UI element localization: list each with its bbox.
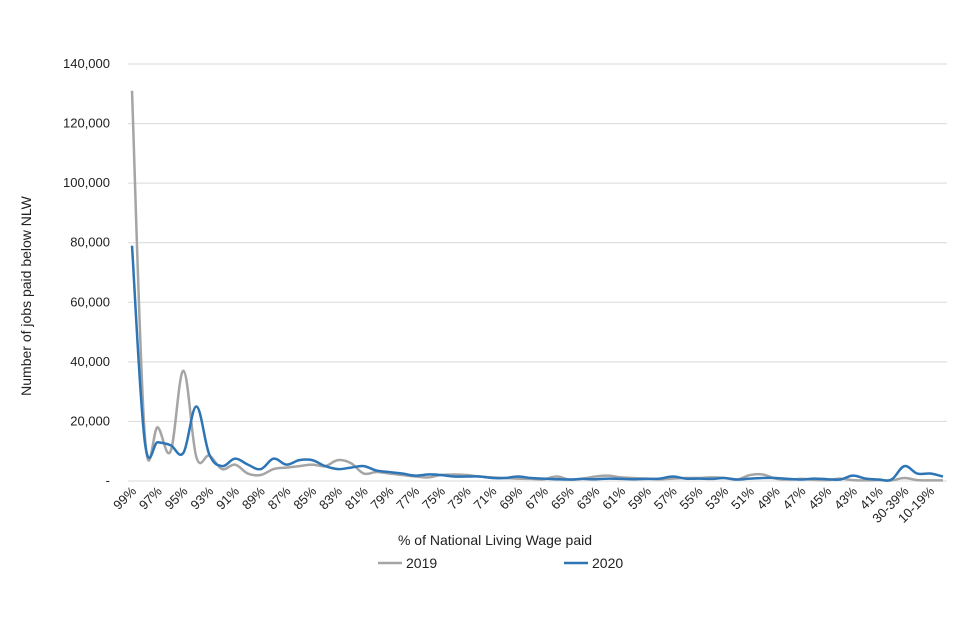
series-line-2020 (130, 245, 944, 482)
x-tick-label: 57% (651, 483, 680, 512)
x-tick-label: 73% (445, 483, 474, 512)
x-tick-label: 43% (831, 483, 860, 512)
x-tick-label: 91% (213, 483, 242, 512)
x-tick-label: 79% (368, 483, 397, 512)
x-tick-label: 89% (239, 483, 268, 512)
x-axis-title: % of National Living Wage paid (398, 532, 592, 548)
series-lines (130, 90, 944, 482)
y-tick-label: 40,000 (70, 354, 110, 369)
x-tick-label: 63% (574, 483, 603, 512)
y-tick-label: 20,000 (70, 413, 110, 428)
x-tick-label: 69% (496, 483, 525, 512)
x-tick-label: 59% (625, 483, 654, 512)
y-tick-label: 140,000 (63, 56, 110, 71)
x-tick-label: 61% (599, 483, 628, 512)
x-tick-label: 77% (393, 483, 422, 512)
x-tick-label: 55% (677, 483, 706, 512)
x-tick-label: 93% (187, 483, 216, 512)
x-tick-label: 85% (290, 483, 319, 512)
y-tick-label: 80,000 (70, 235, 110, 250)
x-tick-label: 99% (110, 483, 139, 512)
x-axis-ticks: 99%97%95%93%91%89%87%85%83%81%79%77%75%7… (110, 483, 937, 526)
x-tick-label: 45% (805, 483, 834, 512)
series-line-2019 (130, 90, 944, 482)
legend-label-2019: 2019 (406, 555, 437, 571)
x-tick-label: 75% (419, 483, 448, 512)
gridlines (128, 63, 947, 482)
y-tick-label: 100,000 (63, 175, 110, 190)
x-tick-label: 81% (342, 483, 371, 512)
x-tick-label: 51% (728, 483, 757, 512)
legend: 2019 2020 (378, 555, 623, 571)
y-tick-label: - (106, 473, 110, 488)
x-tick-label: 47% (780, 483, 809, 512)
y-axis-ticks: - 20,000 40,000 60,000 80,000 100,000 120,000 1… (63, 56, 110, 488)
x-tick-label: 87% (265, 483, 294, 512)
x-tick-label: 65% (548, 483, 577, 512)
x-tick-label: 95% (162, 483, 191, 512)
y-axis-title: Number of jobs paid below NLW (18, 195, 34, 396)
y-tick-label: 120,000 (63, 116, 110, 131)
x-tick-label: 71% (471, 483, 500, 512)
x-tick-label: 53% (702, 483, 731, 512)
legend-label-2020: 2020 (592, 555, 623, 571)
y-tick-label: 60,000 (70, 294, 110, 309)
x-tick-label: 97% (136, 483, 165, 512)
x-tick-label: 83% (316, 483, 345, 512)
x-tick-label: 49% (754, 483, 783, 512)
x-tick-label: 67% (522, 483, 551, 512)
